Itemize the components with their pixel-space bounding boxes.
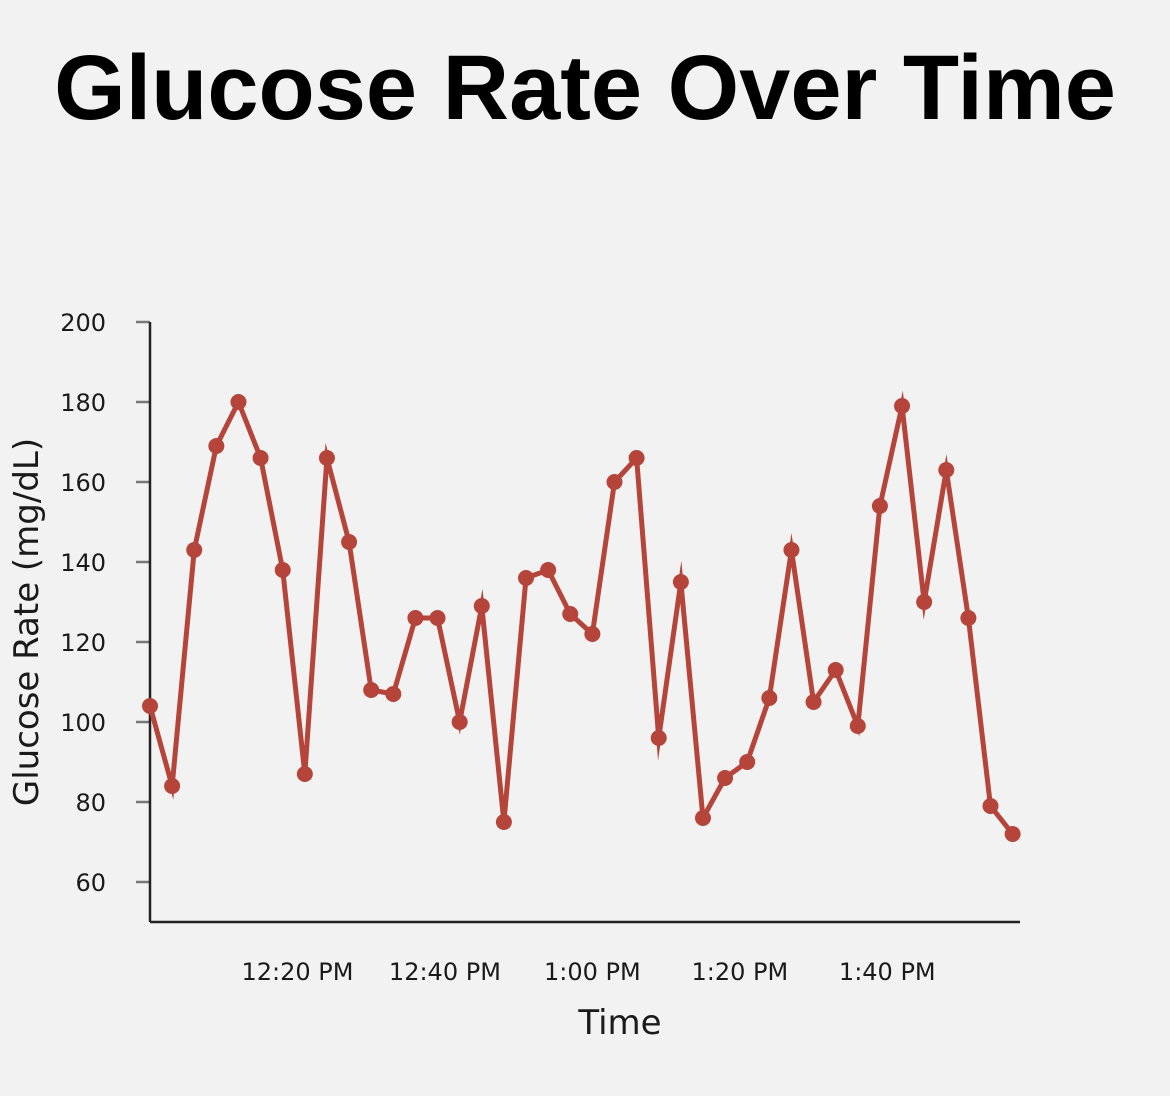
- x-axis-title: Time: [577, 1003, 661, 1043]
- y-tick-label: 80: [75, 789, 106, 817]
- data-point: [694, 810, 711, 826]
- data-point: [296, 766, 313, 782]
- y-tick-label: 200: [60, 309, 106, 337]
- x-axis-ticks: 12:20 PM 12:40 PM 1:00 PM 1:20 PM 1:40 PM: [241, 958, 935, 986]
- data-point: [982, 798, 999, 814]
- series-line: [147, 390, 1015, 836]
- data-point: [208, 438, 225, 454]
- data-point: [142, 698, 158, 714]
- data-point: [938, 462, 955, 478]
- data-point: [916, 594, 933, 610]
- x-tick-label: 1:20 PM: [691, 958, 788, 986]
- data-point: [164, 778, 181, 794]
- data-point: [805, 694, 822, 710]
- axes: [148, 322, 1020, 924]
- y-axis-title: Glucose Rate (mg/dL): [7, 438, 47, 806]
- y-tick-label: 140: [60, 549, 106, 577]
- data-point: [650, 730, 667, 746]
- y-tick-label: 100: [60, 709, 106, 737]
- data-point: [584, 626, 601, 642]
- x-tick-label: 1:00 PM: [544, 958, 641, 986]
- data-point: [606, 474, 623, 490]
- data-point: [894, 398, 911, 414]
- y-tick-label: 60: [75, 869, 106, 897]
- chart-title: Glucose Rate Over Time: [54, 37, 1116, 139]
- data-point: [761, 690, 778, 706]
- series-layer: [142, 390, 1021, 842]
- data-point: [451, 714, 468, 730]
- data-point: [1004, 826, 1021, 842]
- data-point: [783, 542, 800, 558]
- x-tick-label: 1:40 PM: [839, 958, 936, 986]
- data-point: [230, 394, 247, 410]
- data-point: [540, 562, 557, 578]
- data-point: [739, 754, 756, 770]
- data-point: [252, 450, 269, 466]
- data-point: [717, 770, 734, 786]
- data-point: [628, 450, 645, 466]
- data-point: [562, 606, 579, 622]
- data-point: [274, 562, 291, 578]
- data-point: [518, 570, 535, 586]
- data-point: [186, 542, 203, 558]
- data-point: [827, 662, 844, 678]
- data-point: [407, 610, 424, 626]
- data-point: [341, 534, 358, 550]
- data-point: [849, 718, 866, 734]
- data-point: [473, 598, 490, 614]
- y-tick-label: 120: [60, 629, 106, 657]
- data-point: [429, 610, 446, 626]
- data-point: [495, 814, 512, 830]
- x-tick-label: 12:20 PM: [241, 958, 353, 986]
- data-point: [385, 686, 402, 702]
- y-tick-label: 180: [60, 389, 106, 417]
- data-point: [672, 574, 689, 590]
- data-point: [318, 450, 335, 466]
- data-point: [871, 498, 888, 514]
- x-tick-label: 12:40 PM: [389, 958, 501, 986]
- y-axis-ticks: 60 80 100 120 140 160 180 200: [60, 309, 150, 897]
- y-tick-label: 160: [60, 469, 106, 497]
- data-point: [960, 610, 977, 626]
- data-point: [363, 682, 380, 698]
